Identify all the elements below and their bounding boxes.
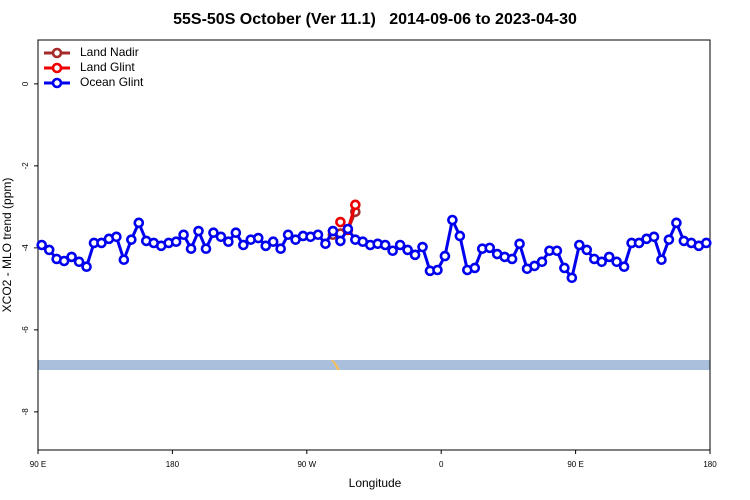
data-point [200,243,212,254]
data-point [81,261,92,273]
data-point [663,234,675,245]
x-tick-label: 90 E [567,460,583,469]
x-tick-label: 0 [439,460,444,469]
legend-marker [51,47,63,59]
legend-marker [51,62,63,74]
data-point [536,256,548,268]
land-strip [38,360,710,370]
data-point [193,225,204,237]
data-point [409,249,421,261]
chart-title: 55S-50S October (Ver 11.1) 2014-09-06 to… [173,11,577,28]
data-point [223,236,234,248]
data-point [671,217,682,229]
data-point [581,244,593,256]
data-point [73,256,85,268]
data-point [603,251,615,263]
data-point [96,237,107,249]
data-point [454,230,466,242]
data-point [484,242,496,254]
x-tick-label: 180 [703,460,717,469]
data-point [514,238,525,250]
data-point [215,231,227,243]
y-tick-label: -2 [21,162,30,170]
y-tick-label: -6 [21,326,30,334]
data-point [566,272,578,284]
data-point [551,245,563,257]
data-point [267,236,279,248]
data-point [118,254,130,266]
data-point [58,255,70,267]
data-point [335,235,346,247]
data-point [379,239,391,251]
data-point [208,227,219,238]
series-line [40,218,707,280]
data-point [574,239,585,251]
data-point [469,262,481,274]
data-point [260,240,272,252]
land-strip-island [331,360,340,370]
data-point [275,243,286,254]
data-point [387,245,398,257]
x-axis-label: Longitude [349,476,402,490]
legend-label: Ocean Glint [80,75,144,89]
data-point [648,231,660,243]
data-point [327,225,339,237]
data-point [178,229,189,241]
data-point [394,239,406,251]
legend-label: Land Glint [80,60,135,74]
data-point [529,260,540,272]
data-point [656,254,667,266]
data-point [133,217,145,229]
data-point [43,244,55,256]
data-point [238,239,249,251]
data-point [432,264,443,276]
data-point [320,238,331,250]
data-point [282,229,294,241]
data-point [559,262,570,274]
data-point [342,223,354,235]
legend-label: Land Nadir [80,45,139,59]
data-point [66,251,77,263]
y-axis-label: XCO2 - MLO trend (ppm) [0,178,14,313]
data-point [633,237,645,249]
y-tick-label: -4 [21,244,30,252]
data-point [335,216,346,228]
x-tick-label: 180 [166,460,180,469]
data-point [611,256,622,268]
x-tick-label: 90 E [30,460,46,469]
data-point [506,253,518,265]
data-point [596,256,608,268]
data-point [170,236,182,248]
data-point [252,232,264,244]
data-point [439,250,451,262]
y-tick-label: -8 [21,408,30,416]
data-point [126,234,137,245]
x-tick-label: 90 W [297,460,316,469]
legend-marker [51,77,63,89]
data-point [700,237,712,249]
data-point [111,231,122,243]
data-point [350,199,361,211]
data-point [36,239,48,251]
y-tick-label: 0 [21,81,30,86]
data-point [402,244,413,256]
data-point [447,214,458,226]
data-point [417,241,428,253]
data-point [618,261,630,273]
data-point [230,227,242,238]
data-point [312,229,324,241]
data-point [185,243,197,254]
